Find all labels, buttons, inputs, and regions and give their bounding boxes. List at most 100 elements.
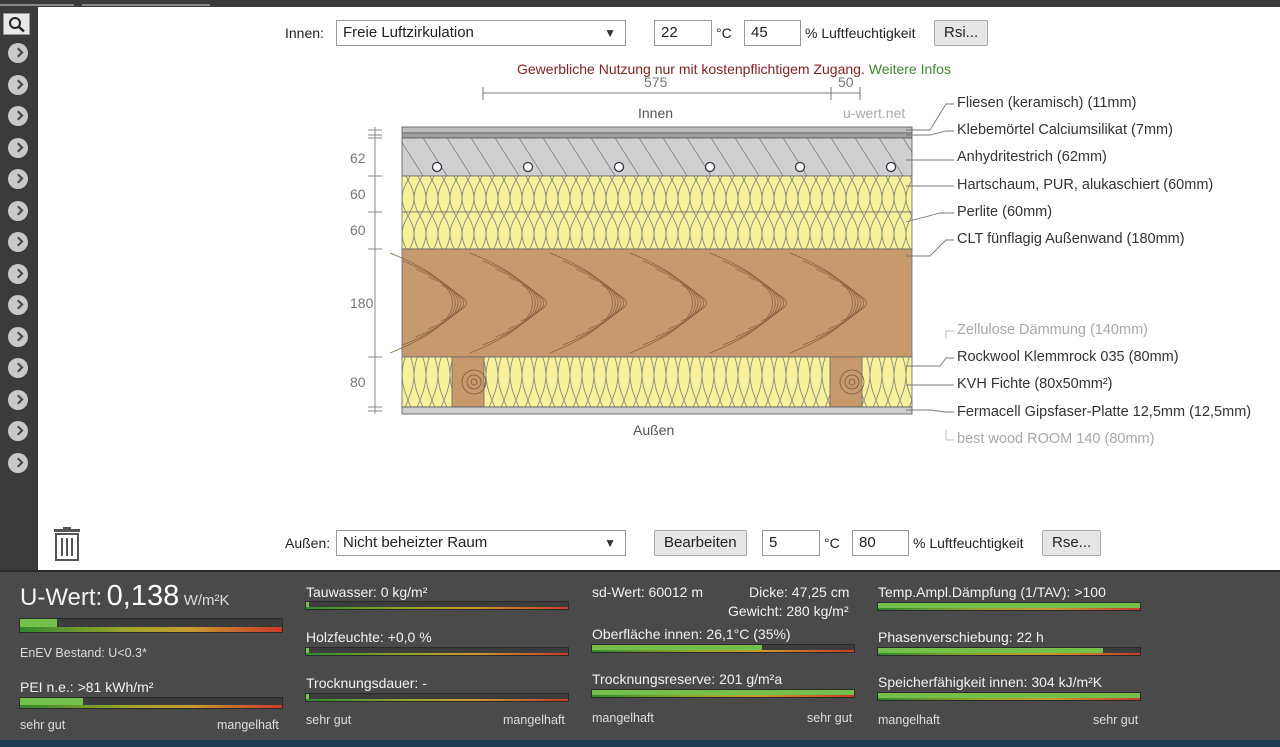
layer-label[interactable]: best wood ROOM 140 (80mm) <box>957 431 1155 447</box>
layer-thickness-label: 80 <box>350 374 366 390</box>
layer-label[interactable]: Klebemörtel Calciumsilikat (7mm) <box>957 122 1173 138</box>
wood-grain <box>802 260 856 346</box>
license-notice: Gewerbliche Nutzung nur mit kostenpflich… <box>517 61 951 77</box>
wood-grain <box>668 276 702 330</box>
rsi-button[interactable]: Rsi... <box>934 20 989 46</box>
layer-label[interactable]: CLT fünflagig Außenwand (180mm) <box>957 231 1185 247</box>
outside-temp-input[interactable]: 5 <box>762 530 820 556</box>
layer-label[interactable]: KVH Fichte (80x50mm²) <box>957 376 1113 392</box>
more-info-link[interactable]: Weitere Infos <box>868 61 951 77</box>
wood-grain <box>722 260 776 346</box>
surface-temp-bar-fill <box>592 645 763 651</box>
chevron-right-icon[interactable] <box>8 43 28 63</box>
scale-bad-label: mangelhaft <box>503 713 565 727</box>
outside-climate-select[interactable]: Nicht beheizter Raum ▼ <box>336 530 626 556</box>
bar-scale <box>20 627 282 632</box>
heat-storage-value: Speicherfähigkeit innen: 304 kJ/m²K <box>878 674 1103 690</box>
outside-humidity-input[interactable]: 80 <box>852 530 909 556</box>
wood-grain <box>521 284 544 322</box>
chevron-right-icon[interactable] <box>8 106 28 126</box>
wood-grain <box>748 276 782 330</box>
weight-value: Gewicht: 280 kg/m² <box>728 603 849 619</box>
outside-temp-unit: °C <box>824 535 840 551</box>
drying-reserve-bar-fill <box>592 690 854 696</box>
wood-grain <box>629 252 693 354</box>
wood-moisture-bar-fill <box>306 648 309 654</box>
bar-scale <box>878 653 1140 655</box>
u-value-display: U-Wert: 0,138 W/m²K <box>20 580 230 613</box>
chevron-right-icon[interactable] <box>8 200 28 221</box>
bar-scale <box>878 698 1140 700</box>
bar-scale <box>306 653 568 655</box>
wood-grain <box>853 292 867 314</box>
chevron-right-icon[interactable] <box>8 295 28 315</box>
inside-humidity-unit: % Luftfeuchtigkeit <box>805 25 916 41</box>
temp-amplitude-bar-fill <box>878 603 1140 609</box>
search-button[interactable] <box>3 13 30 35</box>
inside-label: Innen: <box>285 25 324 41</box>
heat-storage-bar <box>877 692 1141 701</box>
bar-scale <box>306 699 568 701</box>
wood-grain <box>441 284 464 322</box>
layer-label[interactable]: Perlite (60mm) <box>957 204 1053 220</box>
layer-label[interactable]: Fliesen (keramisch) (11mm) <box>957 95 1137 111</box>
outside-side-label: Außen <box>633 422 675 438</box>
wood-grain <box>773 292 787 314</box>
chevron-right-icon[interactable] <box>8 452 28 473</box>
pei-bar <box>19 697 283 709</box>
heating-pipe <box>794 161 806 173</box>
heating-pipe <box>431 161 443 173</box>
chevron-right-icon[interactable] <box>8 74 28 95</box>
inside-climate-select[interactable]: Freie Luftzirkulation ▼ <box>336 20 626 46</box>
sidebar <box>0 7 38 570</box>
chevron-right-icon[interactable] <box>8 137 28 158</box>
wood-grain <box>828 276 862 330</box>
bar-scale <box>878 608 1140 610</box>
trash-icon[interactable] <box>53 527 81 561</box>
drying-reserve-bar <box>591 689 855 698</box>
chevron-right-icon[interactable] <box>8 232 28 252</box>
wood-grain <box>681 284 704 322</box>
drying-duration-value: Trocknungsdauer: - <box>306 675 427 691</box>
scale-good-label: sehr gut <box>306 713 352 727</box>
layer-label[interactable]: Rockwool Klemmrock 035 (80mm) <box>957 349 1179 365</box>
chevron-right-icon[interactable] <box>8 358 28 378</box>
edit-button[interactable]: Bearbeiten <box>654 530 747 556</box>
wood-grain <box>588 276 622 330</box>
layer-label[interactable]: Hartschaum, PUR, alukaschiert (60mm) <box>957 177 1214 193</box>
wood-grain <box>469 252 533 354</box>
layer-thickness-label: 180 <box>350 295 374 311</box>
condensation-bar <box>305 601 569 610</box>
chevron-right-icon[interactable] <box>8 421 28 441</box>
panel-divider <box>0 570 1280 572</box>
wood-moisture-bar <box>305 647 569 656</box>
layer-label[interactable]: Anhydritestrich (62mm) <box>957 149 1107 165</box>
dim-main-label: 575 <box>644 74 668 90</box>
scale-bad-label: mangelhaft <box>592 711 654 725</box>
scale-good-label: sehr gut <box>807 711 853 725</box>
chevron-right-icon[interactable] <box>8 263 28 284</box>
scale-good-label: sehr gut <box>1093 713 1139 727</box>
wood-grain <box>482 260 536 346</box>
chevron-right-icon[interactable] <box>8 389 28 410</box>
wood-grain <box>613 292 627 314</box>
u-value-bar-fill <box>20 619 57 629</box>
u-value-label: U-Wert: <box>20 584 103 611</box>
pei-value: PEI n.e.: >81 kWh/m² <box>20 679 154 695</box>
temp-amplitude-bar <box>877 602 1141 611</box>
wood-grain <box>533 292 547 314</box>
rse-button[interactable]: Rse... <box>1042 530 1102 556</box>
taskbar <box>0 740 1280 747</box>
wood-grain <box>402 260 456 346</box>
wood-grain <box>549 252 613 354</box>
layer-label[interactable]: Fermacell Gipsfaser-Platte 12,5mm (12,5m… <box>957 404 1252 420</box>
bar-scale <box>592 695 854 697</box>
inside-humidity-input[interactable]: 45 <box>744 20 801 46</box>
layer-label[interactable]: Zellulose Dämmung (140mm) <box>957 322 1148 338</box>
wood-grain <box>815 268 859 338</box>
chevron-right-icon[interactable] <box>8 326 28 347</box>
scale-good-label: sehr gut <box>20 718 66 732</box>
wood-grain <box>601 284 624 322</box>
chevron-right-icon[interactable] <box>8 169 28 189</box>
inside-temp-input[interactable]: 22 <box>654 20 712 46</box>
